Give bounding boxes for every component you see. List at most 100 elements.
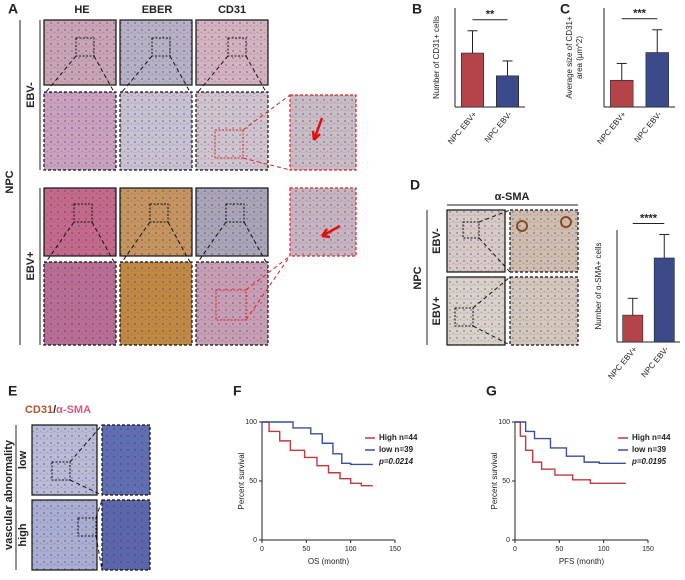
zoom-box xyxy=(73,203,93,223)
bar xyxy=(645,52,669,108)
micrograph-texture xyxy=(119,187,193,257)
x-axis-label: OS (month) xyxy=(308,557,350,566)
row-label: high xyxy=(17,523,29,546)
micrograph-texture xyxy=(195,261,269,346)
significance: ** xyxy=(486,9,495,21)
arrow xyxy=(311,117,324,141)
micrograph-texture xyxy=(43,261,117,346)
p-value: p=0.0214 xyxy=(378,457,414,466)
y-tick-label: 0 xyxy=(253,537,257,544)
y-tick-label: 100 xyxy=(245,419,257,426)
zoom-box xyxy=(151,37,171,57)
stain-separator: / xyxy=(53,404,56,416)
zoom-connector xyxy=(45,221,75,263)
y-axis-label: Number of CD31+ cells xyxy=(432,16,441,99)
category-label: NPC EBV+ xyxy=(595,110,628,147)
micrograph-texture xyxy=(43,187,117,257)
micrograph-texture xyxy=(289,187,357,257)
category-label: NPC EBV+ xyxy=(606,345,639,382)
micrograph-texture xyxy=(509,276,579,346)
y-axis-label: Percent survival xyxy=(237,452,246,509)
panel-label: E xyxy=(8,383,17,399)
zoom-box xyxy=(75,37,95,57)
micrograph-texture xyxy=(119,261,193,346)
zoom-connector xyxy=(69,424,103,463)
vessel xyxy=(560,216,572,228)
row-label: low xyxy=(17,450,29,469)
legend-label: High n=44 xyxy=(632,433,671,442)
zoom-connector xyxy=(121,221,151,263)
y-tick-label: 50 xyxy=(502,478,510,485)
column-header: CD31 xyxy=(218,4,246,16)
stain-cd31: CD31 xyxy=(25,404,53,416)
bar xyxy=(622,314,644,343)
zoom-connector xyxy=(167,221,191,263)
survival-curve xyxy=(515,421,626,464)
micrograph-texture xyxy=(31,499,98,571)
row-label: EBV- xyxy=(25,82,37,108)
p-value: p=0.0195 xyxy=(631,457,667,466)
zoom-connector xyxy=(45,55,77,93)
micrograph-texture xyxy=(446,209,506,273)
stain-label: CD31/α-SMA xyxy=(25,404,91,416)
micrograph-texture xyxy=(509,209,579,273)
panel-label: G xyxy=(486,383,497,399)
category-label: NPC EBV- xyxy=(483,110,514,145)
legend-label: High n=44 xyxy=(379,433,418,442)
micrograph-texture xyxy=(119,19,193,86)
zoom-connector xyxy=(242,157,291,171)
micrograph-texture xyxy=(119,91,193,171)
x-axis-label: PFS (month) xyxy=(559,557,605,566)
zoom-connector xyxy=(242,94,291,131)
x-tick-label: 50 xyxy=(302,546,310,553)
x-tick-label: 50 xyxy=(555,546,563,553)
y-tick-label: 50 xyxy=(249,478,257,485)
x-tick-label: 100 xyxy=(598,546,610,553)
zoom-connector xyxy=(472,276,511,309)
survival-curve xyxy=(262,421,373,466)
y-axis-label: Percent survival xyxy=(490,452,499,509)
panel-label: B xyxy=(412,1,422,17)
x-tick-label: 0 xyxy=(260,546,264,553)
micrograph-texture xyxy=(31,424,98,496)
bar xyxy=(495,75,519,108)
column-header: EBER xyxy=(142,4,173,16)
micrograph-texture xyxy=(101,424,151,496)
zoom-box xyxy=(149,203,169,223)
micrograph-texture xyxy=(289,94,357,171)
x-tick-label: 100 xyxy=(345,546,357,553)
bar xyxy=(610,79,634,108)
panel-label: D xyxy=(410,177,420,193)
significance: *** xyxy=(633,8,647,20)
vessel xyxy=(516,220,528,232)
zoom-box xyxy=(77,517,97,537)
row-label: EBV+ xyxy=(431,296,443,325)
stain-label: α-SMA xyxy=(495,191,530,203)
y-axis-label: Average size of CD31+ xyxy=(565,16,574,99)
y-axis-label: area (µm^2) xyxy=(575,36,584,79)
zoom-connector xyxy=(95,535,103,571)
stain-asma: α-SMA xyxy=(56,404,91,416)
y-tick-label: 0 xyxy=(506,537,510,544)
survival-curve xyxy=(515,421,626,485)
zoom-box xyxy=(462,221,480,239)
x-tick-label: 150 xyxy=(389,546,401,553)
zoom-connector xyxy=(95,499,103,519)
legend-label: low n=39 xyxy=(379,445,414,454)
category-label: NPC EBV- xyxy=(639,345,670,380)
category-label: NPC EBV- xyxy=(632,110,663,145)
zoom-connector xyxy=(478,209,511,223)
zoom-box xyxy=(225,203,245,223)
y-tick-label: 100 xyxy=(498,419,510,426)
group-label: NPC xyxy=(412,266,424,289)
micrograph-texture xyxy=(195,19,269,86)
group-label: vascular abnormality xyxy=(3,439,15,550)
column-header: HE xyxy=(74,4,89,16)
bar xyxy=(460,52,484,108)
significance: **** xyxy=(640,212,658,224)
zoom-connector xyxy=(69,479,103,496)
micrograph-texture xyxy=(195,187,269,257)
row-label: EBV+ xyxy=(25,251,37,280)
zoom-connector xyxy=(478,237,511,273)
